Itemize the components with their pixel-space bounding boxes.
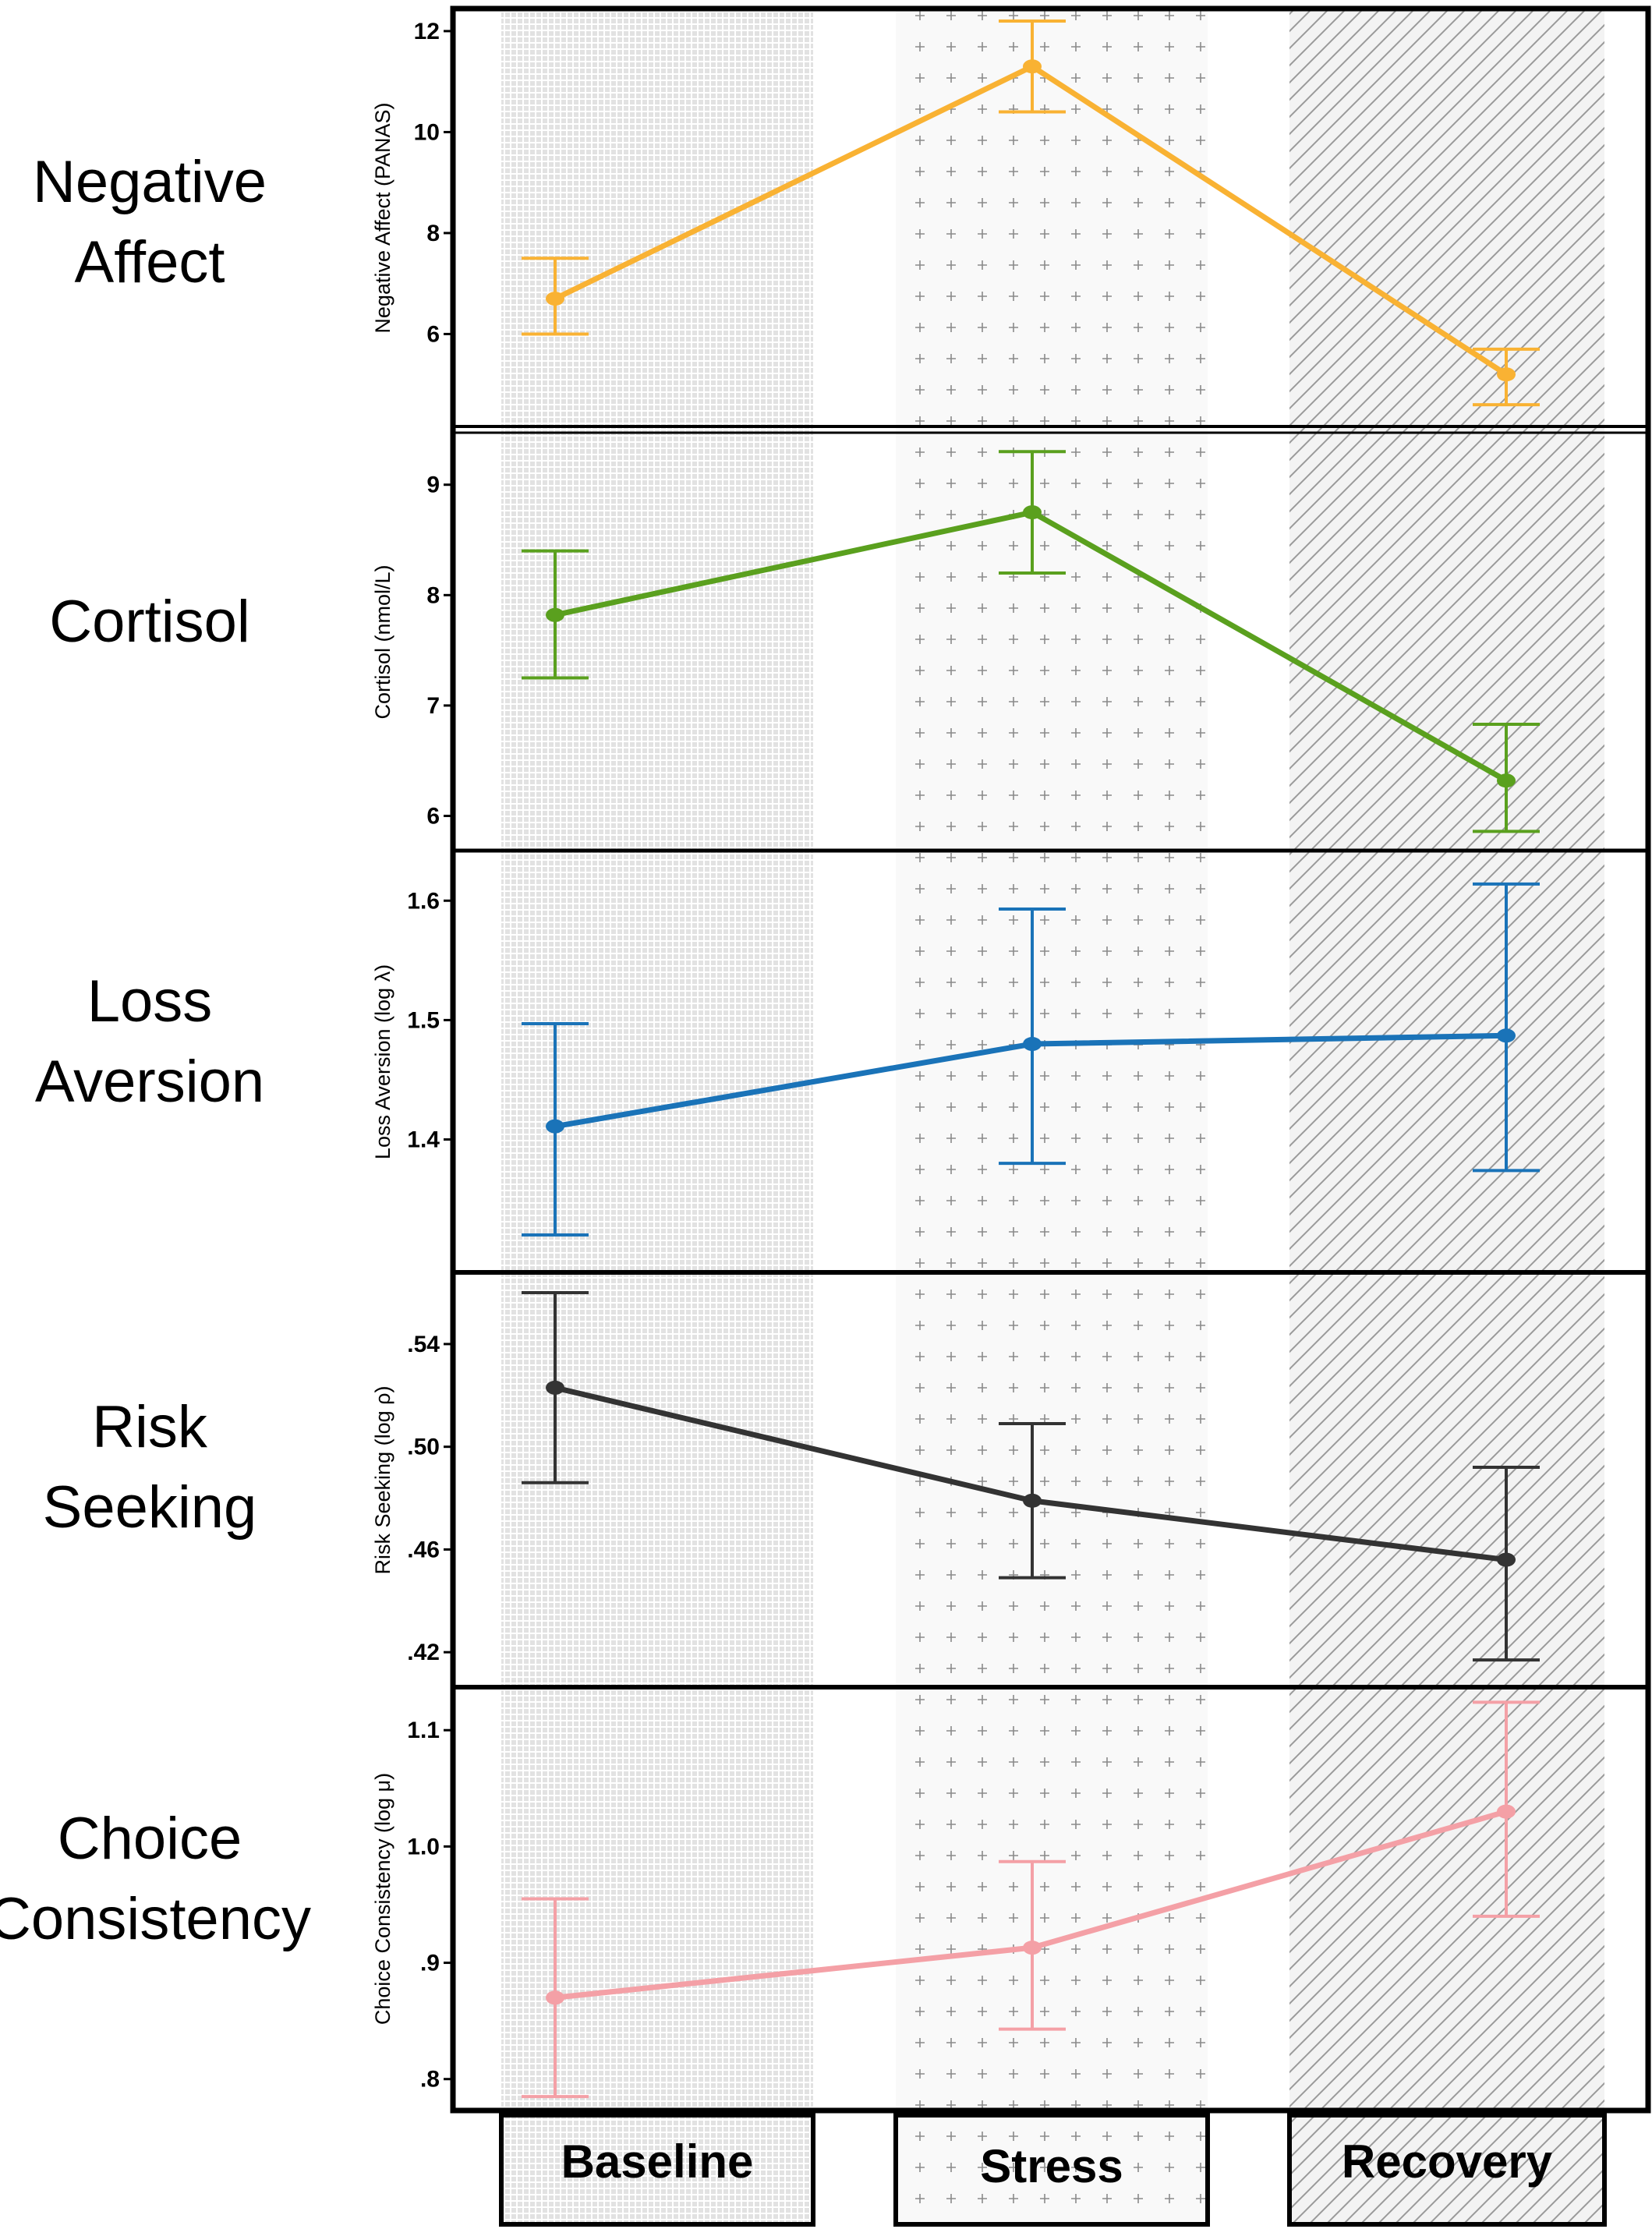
y-axis-label-2: Cortisol (nmol/L) [371, 564, 394, 719]
row-title-5-line-1: Choice [58, 1806, 242, 1872]
negative-point [1023, 59, 1042, 74]
y-tick-label: 9 [426, 472, 440, 498]
row-title-3-line-1: Loss [87, 968, 213, 1035]
choice-point [546, 1990, 564, 2005]
baseline-box [499, 2113, 815, 2227]
y-tick-label: .50 [407, 1435, 440, 1460]
choice-point [1497, 1804, 1516, 1819]
panel-3: Loss Aversion Loss Aversion (log λ) 1.4 1.5 1… [35, 882, 1540, 1237]
panel-4: Risk Seeking Risk Seeking (log ρ) .42 .46 .50… [43, 1291, 1540, 1665]
choice-point [1023, 1941, 1042, 1955]
y-tick-label: 7 [426, 693, 440, 719]
y-tick-label: 6 [426, 321, 440, 347]
row-title-1-line-1: Negative [33, 149, 267, 215]
y-tick-label: 8 [426, 221, 440, 246]
recovery-box [1287, 2113, 1607, 2227]
risk-point [1023, 1493, 1042, 1508]
y-axis-label-5: Choice Consistency (log μ) [371, 1773, 394, 2025]
y-tick-label: .8 [420, 2067, 440, 2093]
negative-point [546, 292, 564, 306]
loss-point [1497, 1028, 1516, 1043]
baseline-label: Baseline [561, 2135, 754, 2188]
y-tick-label: 6 [426, 804, 440, 830]
y-tick-label: 1.5 [407, 1007, 440, 1033]
cortisol-point [546, 607, 564, 622]
outer-border [450, 5, 1651, 2114]
cortisol-point [1023, 505, 1042, 520]
negative-point [1497, 367, 1516, 382]
y-axis-label-4: Risk Seeking (log ρ) [371, 1386, 394, 1575]
y-axis-label-1: Negative Affect (PANAS) [371, 102, 394, 333]
risk-point [546, 1380, 564, 1395]
chart-frame [450, 5, 1651, 2114]
row-title-3-line-2: Aversion [35, 1049, 264, 1115]
row-title-1-line-2: Affect [75, 229, 225, 295]
y-tick-label: 10 [414, 119, 440, 145]
recovery-label: Recovery [1342, 2135, 1553, 2188]
loss-point [546, 1119, 564, 1134]
row-title-4-line-1: Risk [92, 1394, 208, 1460]
y-tick-label: 1.1 [407, 1718, 440, 1743]
baseline-band [501, 11, 813, 2108]
phase-legend: Baseline Stress Recovery [499, 2113, 1607, 2227]
recovery-band [1289, 11, 1604, 2108]
risk-point [1497, 1552, 1516, 1567]
y-tick-label: 1.0 [407, 1834, 440, 1859]
y-tick-label: .54 [407, 1332, 440, 1357]
y-tick-label: 1.4 [407, 1127, 440, 1153]
chart-panels: Negative Affect Negative Affect (PANAS) 6 8 1… [0, 19, 1540, 2099]
stress-label: Stress [980, 2140, 1123, 2192]
row-title-4-line-2: Seeking [43, 1474, 257, 1541]
y-tick-label: 12 [414, 19, 440, 44]
cortisol-point [1497, 773, 1516, 788]
row-title-2-line-1: Cortisol [49, 589, 250, 655]
panel-2: Cortisol Cortisol (nmol/L) 6 7 8 9 [49, 450, 1540, 833]
phase-background-bands [501, 11, 1604, 2108]
row-title-5-line-2: Consistency [0, 1886, 311, 1952]
y-axis-label-3: Loss Aversion (log λ) [371, 964, 394, 1159]
stress-box [893, 2113, 1210, 2227]
panel-1: Negative Affect Negative Affect (PANAS) 6 8 1… [33, 19, 1540, 407]
y-tick-label: .46 [407, 1537, 440, 1562]
panel-5: Choice Consistency Choice Consistency (log… [0, 1700, 1540, 2099]
y-tick-label: 1.6 [407, 888, 440, 914]
y-tick-label: .42 [407, 1640, 440, 1665]
y-tick-label: 8 [426, 582, 440, 608]
loss-point [1023, 1037, 1042, 1052]
y-tick-label: .9 [420, 1951, 440, 1976]
